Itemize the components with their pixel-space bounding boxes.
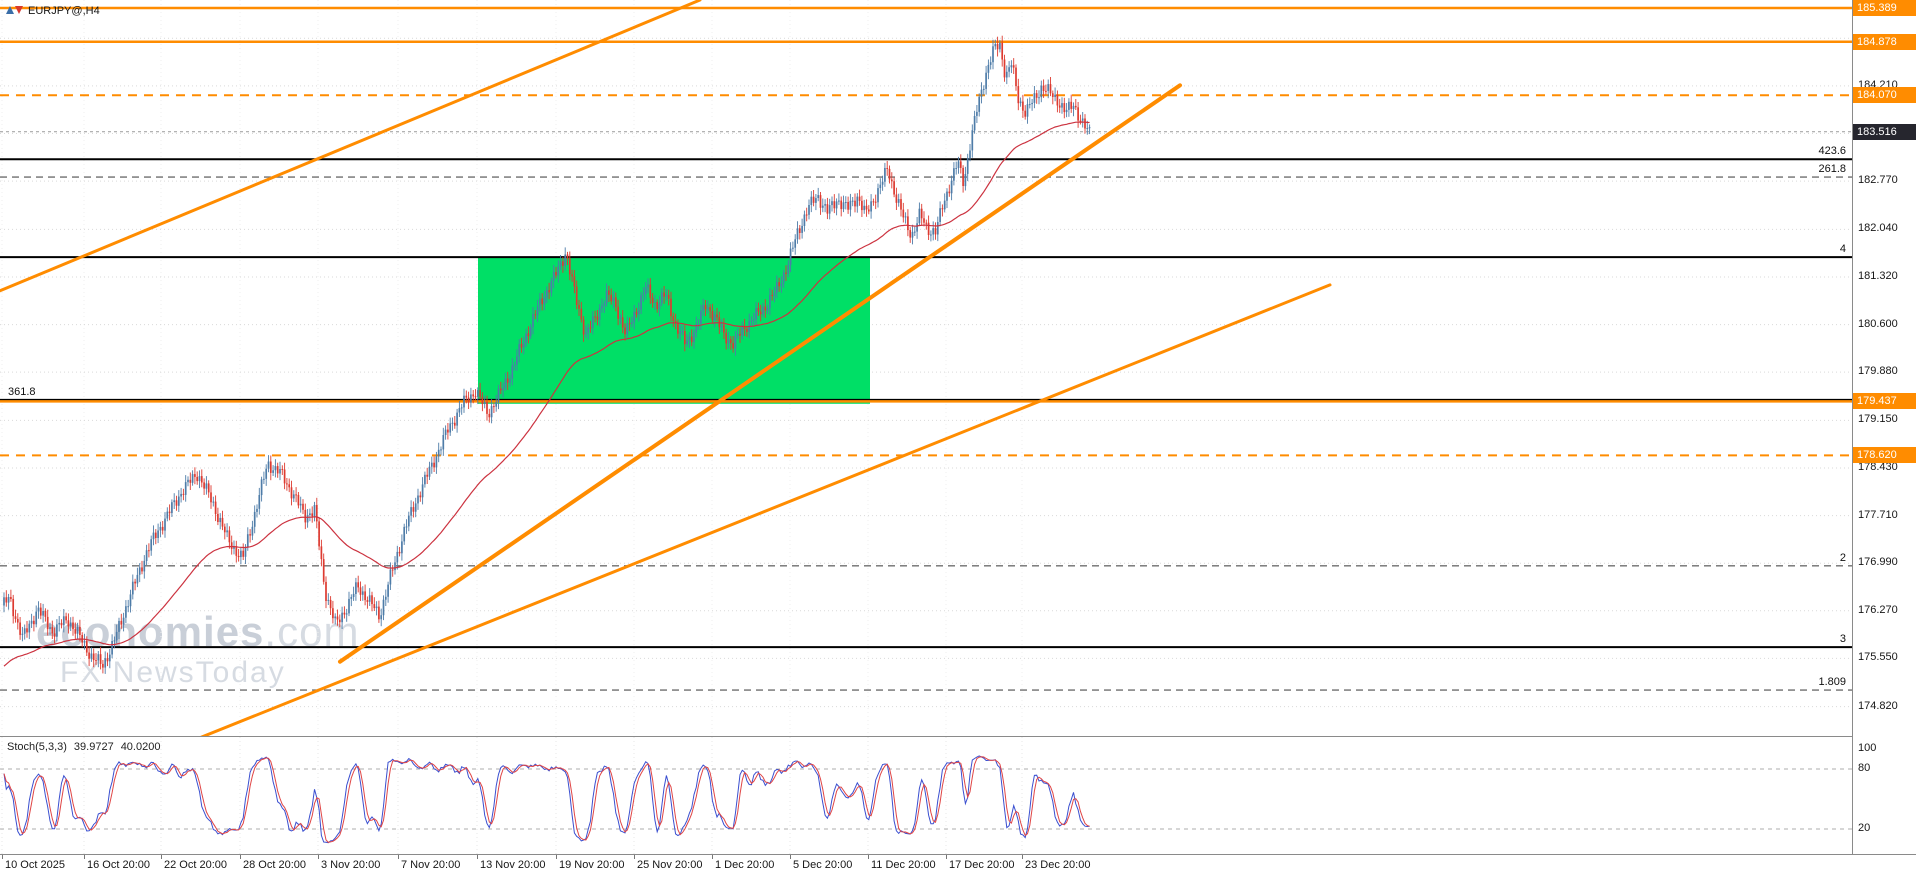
price-axis-label: 176.990 (1858, 556, 1898, 568)
indicator-main-value: 39.9727 (73, 741, 114, 753)
price-level-tag: 184.878 (1853, 34, 1916, 50)
indicator-signal-value: 40.0200 (120, 741, 161, 753)
time-axis-tick (946, 855, 947, 859)
time-axis-tick (868, 855, 869, 859)
time-axis-tick (477, 855, 478, 859)
time-axis-tick (1022, 855, 1023, 859)
price-axis-label: 175.550 (1858, 651, 1898, 663)
price-axis-label: 174.820 (1858, 700, 1898, 712)
symbol-label: EURJPY@,H4 (6, 5, 100, 17)
time-axis-tick (318, 855, 319, 859)
time-axis-label: 1 Dec 20:00 (715, 859, 775, 871)
panel-separator (0, 736, 1852, 737)
price-level-tag: 179.437 (1853, 393, 1916, 409)
time-axis-label: 23 Dec 20:00 (1025, 859, 1091, 871)
time-axis-tick (556, 855, 557, 859)
time-axis-tick (398, 855, 399, 859)
time-axis-label: 13 Nov 20:00 (480, 859, 546, 871)
stoch-axis-label: 20 (1858, 822, 1871, 834)
time-axis-label: 3 Nov 20:00 (321, 859, 381, 871)
time-axis-label: 5 Dec 20:00 (793, 859, 853, 871)
time-axis-label: 10 Oct 2025 (5, 859, 65, 871)
time-axis-tick (84, 855, 85, 859)
time-axis-label: 28 Oct 20:00 (243, 859, 306, 871)
time-axis-label: 7 Nov 20:00 (401, 859, 461, 871)
time-axis-label: 19 Nov 20:00 (559, 859, 625, 871)
price-axis-label: 176.270 (1858, 604, 1898, 616)
price-axis-label: 182.770 (1858, 174, 1898, 186)
fib-lines[interactable] (0, 158, 1852, 691)
time-axis-label: 25 Nov 20:00 (637, 859, 703, 871)
price-axis-label: 182.040 (1858, 222, 1898, 234)
time-axis-tick (161, 855, 162, 859)
symbol-text: EURJPY@,H4 (28, 5, 100, 17)
stoch-lines (3, 755, 1090, 844)
indicator-name: Stoch(5,3,3) (7, 741, 67, 753)
time-axis[interactable]: 10 Oct 2025 16 Oct 20:00 22 Oct 20:00 28 Oc… (0, 854, 1916, 874)
current-price-tag: 183.516 (1853, 124, 1916, 140)
time-axis-tick (634, 855, 635, 859)
time-axis-label: 22 Oct 20:00 (164, 859, 227, 871)
price-axis-label: 179.150 (1858, 413, 1898, 425)
price-level-tag: 184.070 (1853, 87, 1916, 103)
price-axis-label: 180.600 (1858, 318, 1898, 330)
highlight-zone[interactable] (478, 257, 870, 404)
time-axis-label: 16 Oct 20:00 (87, 859, 150, 871)
candles (3, 35, 1091, 674)
time-axis-tick (240, 855, 241, 859)
time-axis-tick (2, 855, 3, 859)
trendlines[interactable] (0, 0, 1332, 737)
time-axis-tick (712, 855, 713, 859)
orange-levels[interactable] (0, 6, 1852, 457)
price-axis-label: 179.880 (1858, 365, 1898, 377)
stoch-axis-label: 80 (1858, 762, 1871, 774)
ma-line (3, 121, 1090, 667)
time-axis-label: 11 Dec 20:00 (871, 859, 936, 871)
stoch-axis-label: 100 (1858, 742, 1877, 754)
time-axis-tick (790, 855, 791, 859)
price-axis-label: 181.320 (1858, 270, 1898, 282)
watermark-subtitle: FX NewsToday (60, 656, 286, 690)
price-level-tag: 178.620 (1853, 447, 1916, 463)
price-axis-label: 177.710 (1858, 509, 1898, 521)
price-level-tag: 185.389 (1853, 0, 1916, 16)
price-axis[interactable]: 184.210 182.770 182.040 181.320 180.600 179.8… (1852, 0, 1916, 874)
symbol-icon (6, 5, 23, 17)
time-axis-label: 17 Dec 20:00 (949, 859, 1015, 871)
gridlines (0, 0, 1852, 737)
stochastic-chart[interactable] (0, 737, 1852, 854)
candlestick-chart[interactable] (0, 0, 1852, 737)
price-axis-label: 178.430 (1858, 461, 1898, 473)
indicator-label: Stoch(5,3,3) 39.9727 40.0200 (7, 741, 167, 753)
